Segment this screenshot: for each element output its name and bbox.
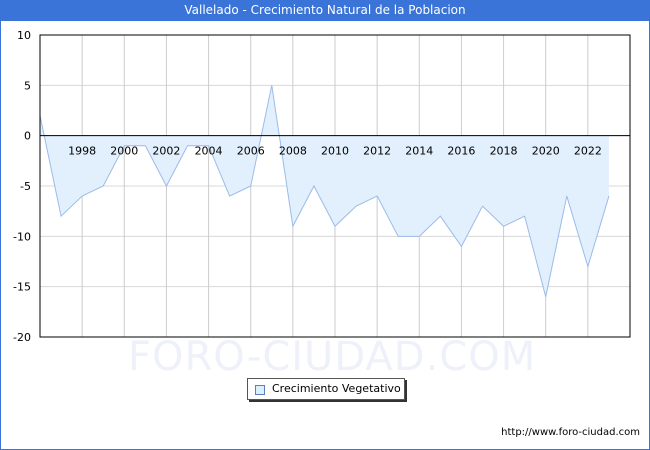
y-tick-label: 5 (24, 79, 31, 92)
x-tick-label: 2006 (237, 145, 265, 158)
watermark: FORO-CIUDAD.COM (128, 334, 537, 380)
x-tick-label: 2004 (195, 145, 223, 158)
source-url: http://www.foro-ciudad.com (501, 427, 640, 438)
y-tick-label: -10 (13, 230, 31, 243)
y-tick-label: 10 (17, 29, 31, 42)
series-line (39, 85, 610, 297)
x-tick-label: 2000 (110, 145, 138, 158)
plot-border (39, 34, 631, 338)
y-tick-label: 0 (24, 130, 31, 143)
x-tick-label: 2010 (321, 145, 349, 158)
x-tick-label: 2018 (490, 145, 518, 158)
y-tick-label: -5 (20, 180, 31, 193)
x-tick-label: 2022 (574, 145, 602, 158)
y-tick-label: -20 (13, 331, 31, 344)
x-tick-label: 2002 (152, 145, 180, 158)
x-tick-label: 2016 (447, 145, 475, 158)
y-tick-label: -15 (13, 281, 31, 294)
x-tick-label: 1998 (68, 145, 96, 158)
legend-label: Crecimiento Vegetativo (272, 382, 401, 395)
chart-title: Vallelado - Crecimiento Natural de la Po… (0, 0, 650, 21)
legend: Crecimiento Vegetativo (247, 378, 405, 400)
x-tick-label: 2014 (405, 145, 433, 158)
legend-swatch-icon (255, 385, 265, 395)
area-fill (40, 85, 609, 297)
x-tick-label: 2020 (532, 145, 560, 158)
x-tick-label: 2012 (363, 145, 391, 158)
x-tick-label: 2008 (279, 145, 307, 158)
